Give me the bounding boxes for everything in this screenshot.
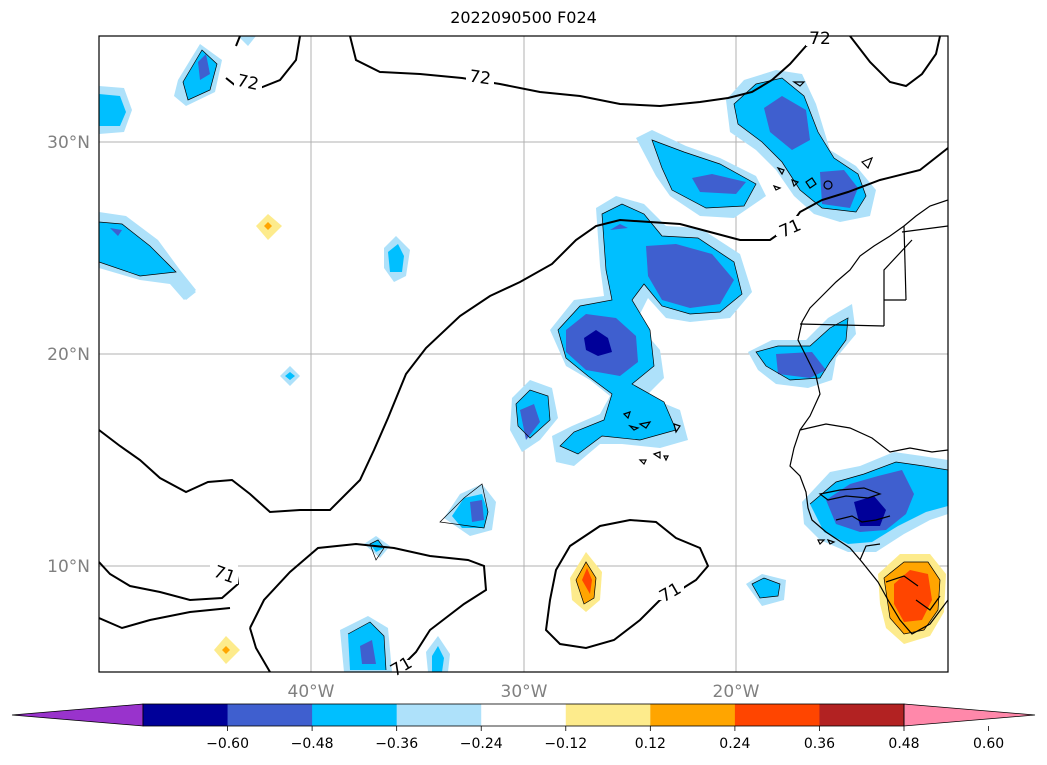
isoline-71-south [249,542,488,669]
colorbar-extend-low [11,703,144,727]
isoline-71-island [544,518,710,650]
anomaly-blob [444,484,496,536]
colorbar-swatch [565,704,651,726]
colorbar-tick-label: 0.12 [635,736,666,752]
anomaly-blob [238,36,256,46]
isoline-72-ne [849,36,941,88]
anomaly-blob [726,70,876,222]
isoline-72-top [235,36,241,47]
anomaly-blob [384,236,410,282]
anomaly-blob [570,552,602,612]
positive-anomaly-regions [214,214,946,664]
isoline-72-north [349,36,821,108]
anomaly-blob [636,130,766,218]
colorbar-tick-label: −0.60 [206,736,249,752]
colorbar-swatch [143,704,229,726]
colorbar-tick-label: −0.36 [375,736,418,752]
anomaly-blob [174,44,222,106]
anomaly-blob [99,212,196,300]
anomaly-blob [426,636,450,672]
anomaly-blob [550,196,752,466]
colorbar-swatch [650,704,736,726]
colorbar-swatch [734,704,820,726]
coastlines [789,199,948,635]
colorbar-extend-high [903,703,1036,727]
colorbar-tick-label: −0.48 [291,736,334,752]
lat-label-10n: 10°N [47,557,90,577]
anomaly-blob [176,284,196,300]
isoline-71-dome [249,627,271,672]
colorbar-tick-label: −0.24 [460,736,503,752]
colorbar: −0.60 −0.48 −0.36 −0.24 −0.12 0.12 0.24 0.36 0.4… [11,703,1036,752]
colorbar-tick-label: 0.60 [973,736,1004,752]
anomaly-blob [878,554,946,644]
colorbar-swatch [396,704,482,726]
contour-label: 72 [235,71,260,95]
colorbar-swatch [227,704,313,726]
colorbar-swatch [312,704,398,726]
thin-contours [99,49,948,671]
islands [622,81,874,546]
colorbar-tick-label: −0.12 [544,736,587,752]
lat-label-20n: 20°N [47,345,90,365]
contour-label: 72 [468,67,492,90]
colorbar-frame [142,703,905,727]
lon-label-20w: 20°W [713,682,760,702]
colorbar-ticks: −0.60 −0.48 −0.36 −0.24 −0.12 0.12 0.24 0.36 0.4… [206,726,1004,752]
lon-label-40w: 40°W [288,682,335,702]
map-content [99,36,948,672]
colorbar-swatches [143,704,905,726]
isoline-71-bottomleft [99,607,231,630]
latitude-labels: 30°N 20°N 10°N [47,133,90,577]
anomaly-blob [340,616,392,672]
lat-label-30n: 30°N [47,133,90,153]
colorbar-swatch [819,704,905,726]
anomaly-blob [99,86,132,134]
map-frame [98,35,949,673]
contour-label: 72 [809,29,831,49]
colorbar-tick-label: 0.36 [804,736,835,752]
colorbar-tick-label: 0.24 [719,736,750,752]
colorbar-tick-label: 0.48 [888,736,919,752]
lon-label-30w: 30°W [501,682,548,702]
colorbar-swatch [481,704,567,726]
anomaly-blob [214,636,240,664]
map-title: 2022090500 F024 [450,8,597,27]
longitude-labels: 40°W 30°W 20°W [288,682,760,702]
anomaly-blob [280,366,300,386]
anomaly-blob [256,214,282,240]
